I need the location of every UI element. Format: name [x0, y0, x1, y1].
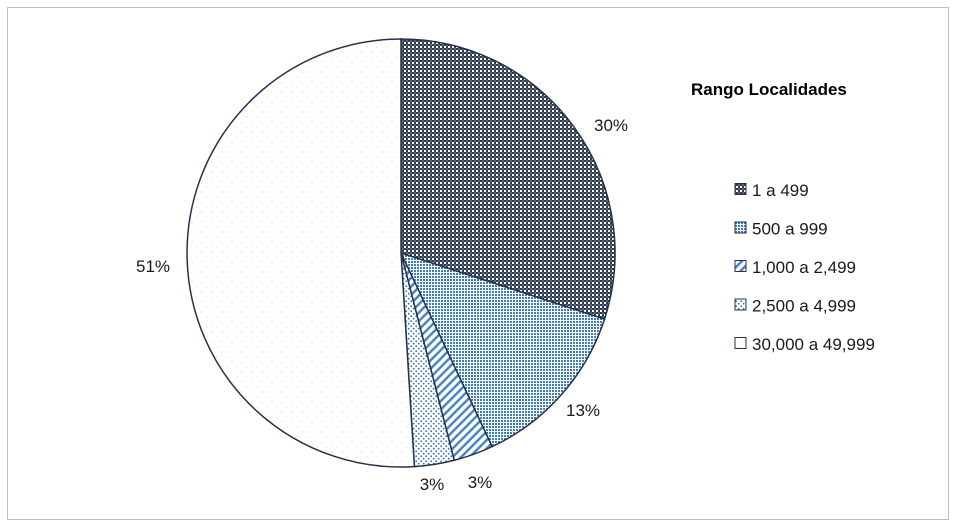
legend: Rango Localidades 1 a 499 500 a 999 1,000 …: [691, 80, 875, 354]
legend-item-500-a-999: 500 a 999: [734, 220, 828, 239]
data-label-1-000-a-2-499: 3%: [468, 473, 493, 492]
legend-label-30-000-a-49-999: 30,000 a 49,999: [752, 335, 875, 354]
legend-item-1-a-499: 1 a 499: [734, 181, 809, 200]
pie-slices: [186, 38, 616, 468]
data-label-1-a-499: 30%: [594, 116, 628, 135]
pie-slice-30-000-a-49-999: [186, 38, 416, 468]
data-label-30-000-a-49-999: 51%: [136, 257, 170, 276]
pie-slice-500-a-999: [399, 251, 606, 448]
data-label-2-500-a-4-999: 3%: [420, 475, 445, 494]
legend-swatch-2-500-a-4-999: [734, 298, 747, 311]
legend-item-1-000-a-2-499: 1,000 a 2,499: [734, 258, 856, 277]
legend-label-1-a-499: 1 a 499: [752, 181, 809, 200]
legend-item-30-000-a-49-999: 30,000 a 49,999: [734, 335, 875, 354]
data-label-500-a-999: 13%: [566, 401, 600, 420]
legend-label-2-500-a-4-999: 2,500 a 4,999: [752, 297, 856, 316]
pie-slice-1-a-499: [400, 38, 616, 321]
legend-swatch-500-a-999: [734, 221, 747, 234]
legend-label-500-a-999: 500 a 999: [752, 220, 828, 239]
legend-swatch-30-000-a-49-999: [734, 337, 747, 349]
pie-data-labels: 30% 13% 3% 3% 51%: [136, 116, 628, 494]
legend-swatch-1-000-a-2-499: [734, 260, 747, 272]
legend-swatch-1-a-499: [734, 183, 747, 195]
legend-label-1-000-a-2-499: 1,000 a 2,499: [752, 258, 856, 277]
legend-item-2-500-a-4-999: 2,500 a 4,999: [734, 297, 856, 316]
legend-title: Rango Localidades: [691, 80, 847, 99]
